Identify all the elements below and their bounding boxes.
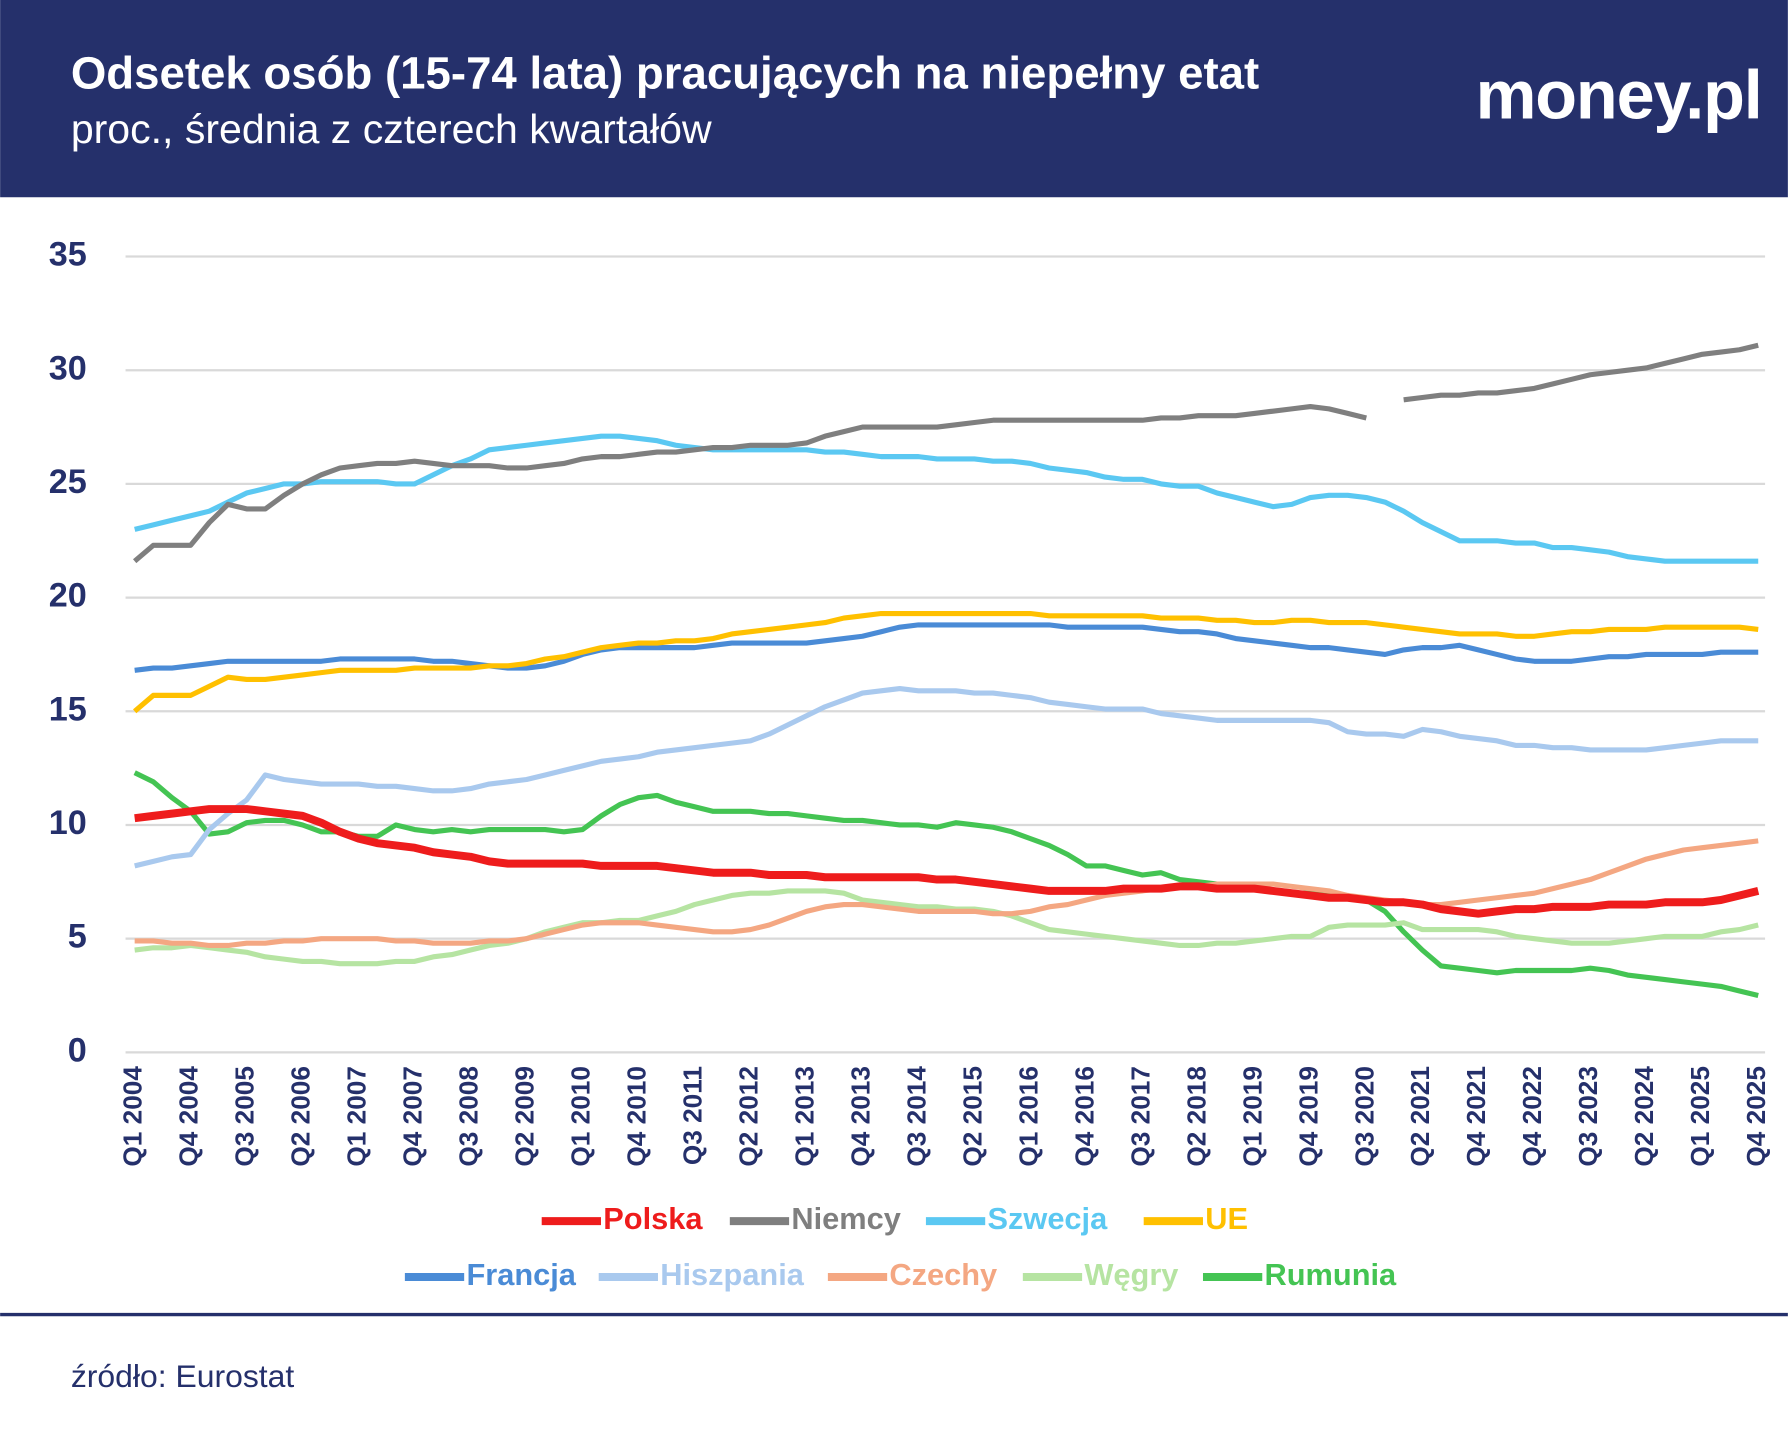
- x-tick-label: Q4 2004: [174, 1066, 204, 1167]
- y-tick-label: 0: [68, 1031, 87, 1069]
- legend-label: Węgry: [1084, 1257, 1178, 1292]
- x-tick-label: Q2 2009: [509, 1066, 539, 1167]
- x-tick-label: Q1 2004: [118, 1066, 148, 1167]
- y-tick-label: 5: [68, 918, 87, 956]
- legend-label: Polska: [603, 1201, 703, 1236]
- x-tick-label: Q4 2019: [1293, 1066, 1323, 1167]
- series-line: [134, 838, 1759, 949]
- series-line: [134, 805, 1760, 918]
- series-line: [134, 685, 1759, 869]
- legend-label: Niemcy: [791, 1201, 900, 1236]
- x-tick-label: Q4 2025: [1741, 1066, 1771, 1167]
- x-tick-label: Q1 2016: [1013, 1066, 1043, 1167]
- x-tick-label: Q3 2020: [1349, 1066, 1379, 1167]
- legend-label: Rumunia: [1265, 1257, 1397, 1292]
- x-tick-label: Q3 2005: [230, 1066, 260, 1167]
- header-band: [0, 0, 1788, 198]
- series-line: [134, 622, 1759, 673]
- y-tick-label: 10: [49, 804, 87, 842]
- x-tick-label: Q3 2014: [901, 1066, 931, 1167]
- x-tick-label: Q2 2024: [1629, 1066, 1659, 1167]
- x-tick-label: Q2 2021: [1405, 1066, 1435, 1167]
- legend-label: Hiszpania: [660, 1257, 805, 1292]
- legend-label: Czechy: [889, 1257, 997, 1292]
- x-tick-label: Q4 2010: [621, 1066, 651, 1167]
- logo: money.pl: [1476, 57, 1762, 133]
- y-tick-label: 35: [49, 236, 87, 274]
- series-line: [134, 433, 1759, 564]
- series-line: [133, 342, 1759, 564]
- x-tick-label: Q3 2008: [453, 1066, 483, 1167]
- x-tick-label: Q2 2018: [1181, 1066, 1211, 1167]
- y-tick-label: 25: [49, 463, 87, 501]
- series-line: [134, 888, 1759, 967]
- x-tick-label: Q4 2021: [1461, 1066, 1491, 1167]
- x-tick-label: Q3 2017: [1125, 1066, 1155, 1167]
- x-tick-label: Q4 2013: [845, 1066, 875, 1167]
- x-tick-label: Q1 2010: [565, 1066, 595, 1167]
- legend-label: Szwecja: [987, 1201, 1108, 1236]
- x-tick-label: Q4 2022: [1517, 1066, 1547, 1167]
- chart-title: Odsetek osób (15-74 lata) pracujących na…: [71, 47, 1259, 98]
- series-line: [133, 610, 1759, 714]
- x-tick-label: Q1 2013: [789, 1066, 819, 1167]
- x-tick-label: Q2 2015: [957, 1066, 987, 1167]
- source-note: źródło: Eurostat: [71, 1358, 295, 1394]
- y-tick-label: 15: [49, 690, 87, 728]
- x-tick-label: Q1 2019: [1237, 1066, 1267, 1167]
- x-tick-label: Q4 2007: [398, 1066, 428, 1167]
- x-tick-label: Q2 2006: [286, 1066, 316, 1167]
- x-tick-label: Q1 2025: [1685, 1066, 1715, 1167]
- x-tick-label: Q3 2023: [1573, 1066, 1603, 1167]
- x-tick-label: Q4 2016: [1069, 1066, 1099, 1167]
- y-tick-label: 20: [49, 577, 87, 615]
- chart-subtitle: proc., średnia z czterech kwartałów: [71, 106, 712, 152]
- legend-label: UE: [1205, 1201, 1248, 1236]
- x-tick-label: Q3 2011: [677, 1066, 707, 1165]
- series-line: [133, 770, 1759, 998]
- y-tick-label: 30: [49, 349, 87, 387]
- plot-area: 0 5 10 15 20 25 30 35 Q1 2004 Q4 2004 Q3 2005 Q2 20…: [49, 236, 1771, 1167]
- x-tick-label: Q1 2007: [342, 1066, 372, 1167]
- legend-label: Francja: [466, 1257, 576, 1292]
- x-tick-label: Q2 2012: [733, 1066, 763, 1167]
